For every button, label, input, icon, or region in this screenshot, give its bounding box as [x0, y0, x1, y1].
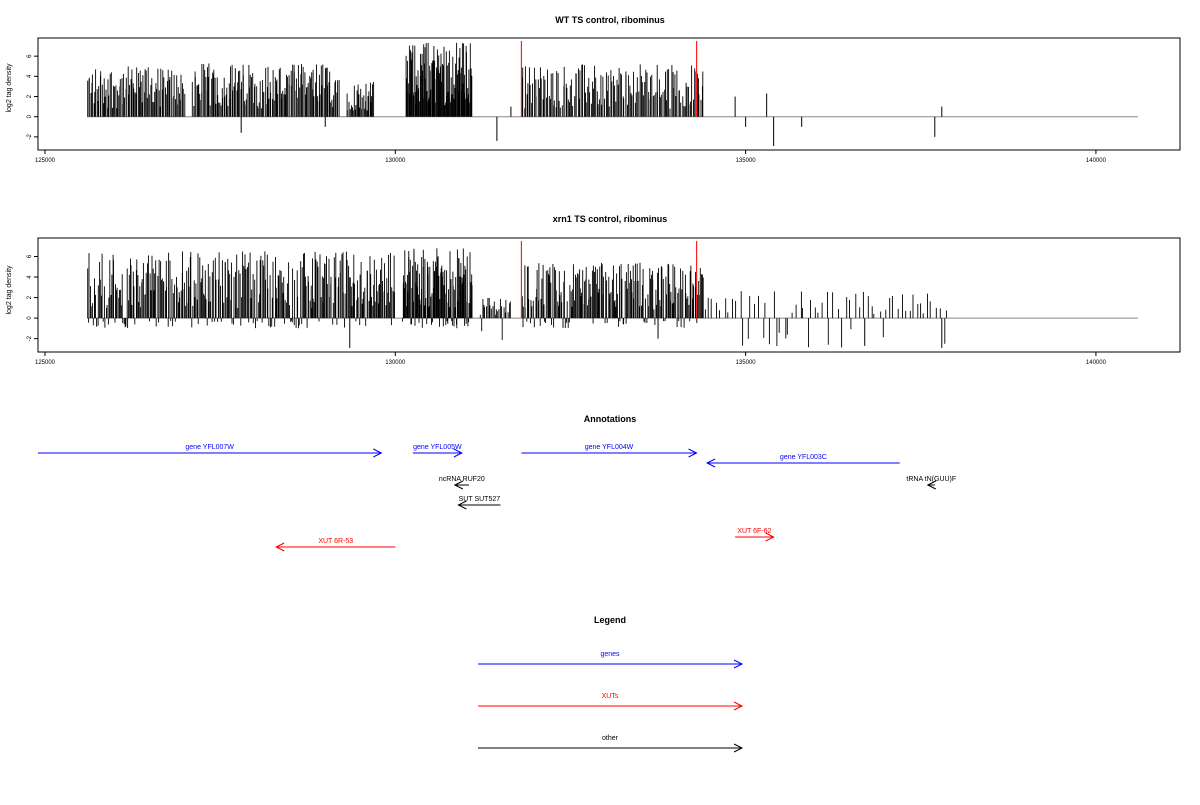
arrow-head	[733, 743, 744, 753]
legend-panel: Legend genes XUTs other	[478, 615, 744, 753]
feature-label: gene YFL003C	[780, 454, 827, 461]
arrow-head	[457, 500, 467, 510]
y-axis-label: log2 tag density	[6, 265, 13, 315]
panel-wt: WT TS control, ribominus log2 tag densit…	[6, 15, 1181, 164]
arrow-head	[373, 448, 383, 458]
plot-frame	[37, 37, 1181, 151]
y-tick-label: 2	[27, 295, 33, 299]
arrow-head	[453, 448, 463, 458]
x-tick-label: 135000	[736, 360, 757, 366]
legend-label: XUTs	[602, 693, 619, 700]
arrow-head	[705, 458, 716, 468]
legend-entries: genes XUTs other	[478, 651, 744, 753]
y-tick-label: -2	[27, 134, 33, 140]
legend-label: other	[602, 735, 619, 742]
annotations-title: Annotations	[584, 414, 637, 424]
y-tick-label: 4	[27, 74, 33, 78]
axes-group: -2 0 2 4 6 125000 130000 135000 140000	[27, 254, 1107, 366]
feature-label: SUT SUT527	[459, 496, 501, 503]
feature-label: XUT 6F-62	[737, 528, 771, 535]
annotation-features: gene YFL007W gene YFL005W gene YFL004W gene…	[38, 444, 956, 552]
panel-xrn1: xrn1 TS control, ribominus log2 tag dens…	[6, 214, 1181, 366]
y-tick-label: 6	[27, 54, 33, 58]
x-tick-label: 140000	[1086, 158, 1107, 164]
x-tick-label: 125000	[35, 360, 56, 366]
plot-frame	[37, 237, 1181, 353]
y-axis-label: log2 tag density	[6, 63, 13, 113]
x-tick-label: 125000	[35, 158, 56, 164]
feature-label: ncRNA RUF20	[439, 476, 485, 483]
arrow-head	[453, 480, 464, 490]
y-tick-label: -2	[27, 335, 33, 341]
feature-label: tRNA tN(GUU)F	[906, 476, 956, 483]
legend-label: genes	[600, 651, 620, 658]
y-tick-label: 4	[27, 275, 33, 279]
bars-group	[87, 241, 1138, 348]
arrow-head	[733, 701, 744, 711]
annotations-panel: Annotations gene YFL007W gene YFL005W gene…	[38, 414, 956, 552]
bars-group	[87, 41, 1138, 146]
x-tick-label: 130000	[385, 158, 406, 164]
panel-title: WT TS control, ribominus	[555, 15, 665, 25]
axes-group: -2 0 2 4 6 125000 130000 135000 140000	[27, 54, 1107, 164]
arrow-head	[926, 480, 937, 490]
y-tick-label: 6	[27, 254, 33, 258]
y-tick-label: 0	[27, 316, 33, 320]
y-tick-label: 2	[27, 94, 33, 98]
feature-label: XUT 6R-53	[318, 538, 353, 545]
x-tick-label: 135000	[736, 158, 757, 164]
feature-label: gene YFL007W	[185, 444, 234, 451]
legend-title: Legend	[594, 615, 626, 625]
x-tick-label: 130000	[385, 360, 406, 366]
arrow-head	[275, 542, 285, 552]
x-tick-label: 140000	[1086, 360, 1107, 366]
arrow-head	[733, 659, 744, 669]
y-tick-label: 0	[27, 114, 33, 118]
arrow-head	[688, 448, 698, 458]
panel-title: xrn1 TS control, ribominus	[553, 214, 668, 224]
feature-label: gene YFL004W	[585, 444, 634, 451]
arrow-head	[765, 532, 775, 542]
feature-label: gene YFL005W	[413, 444, 462, 451]
